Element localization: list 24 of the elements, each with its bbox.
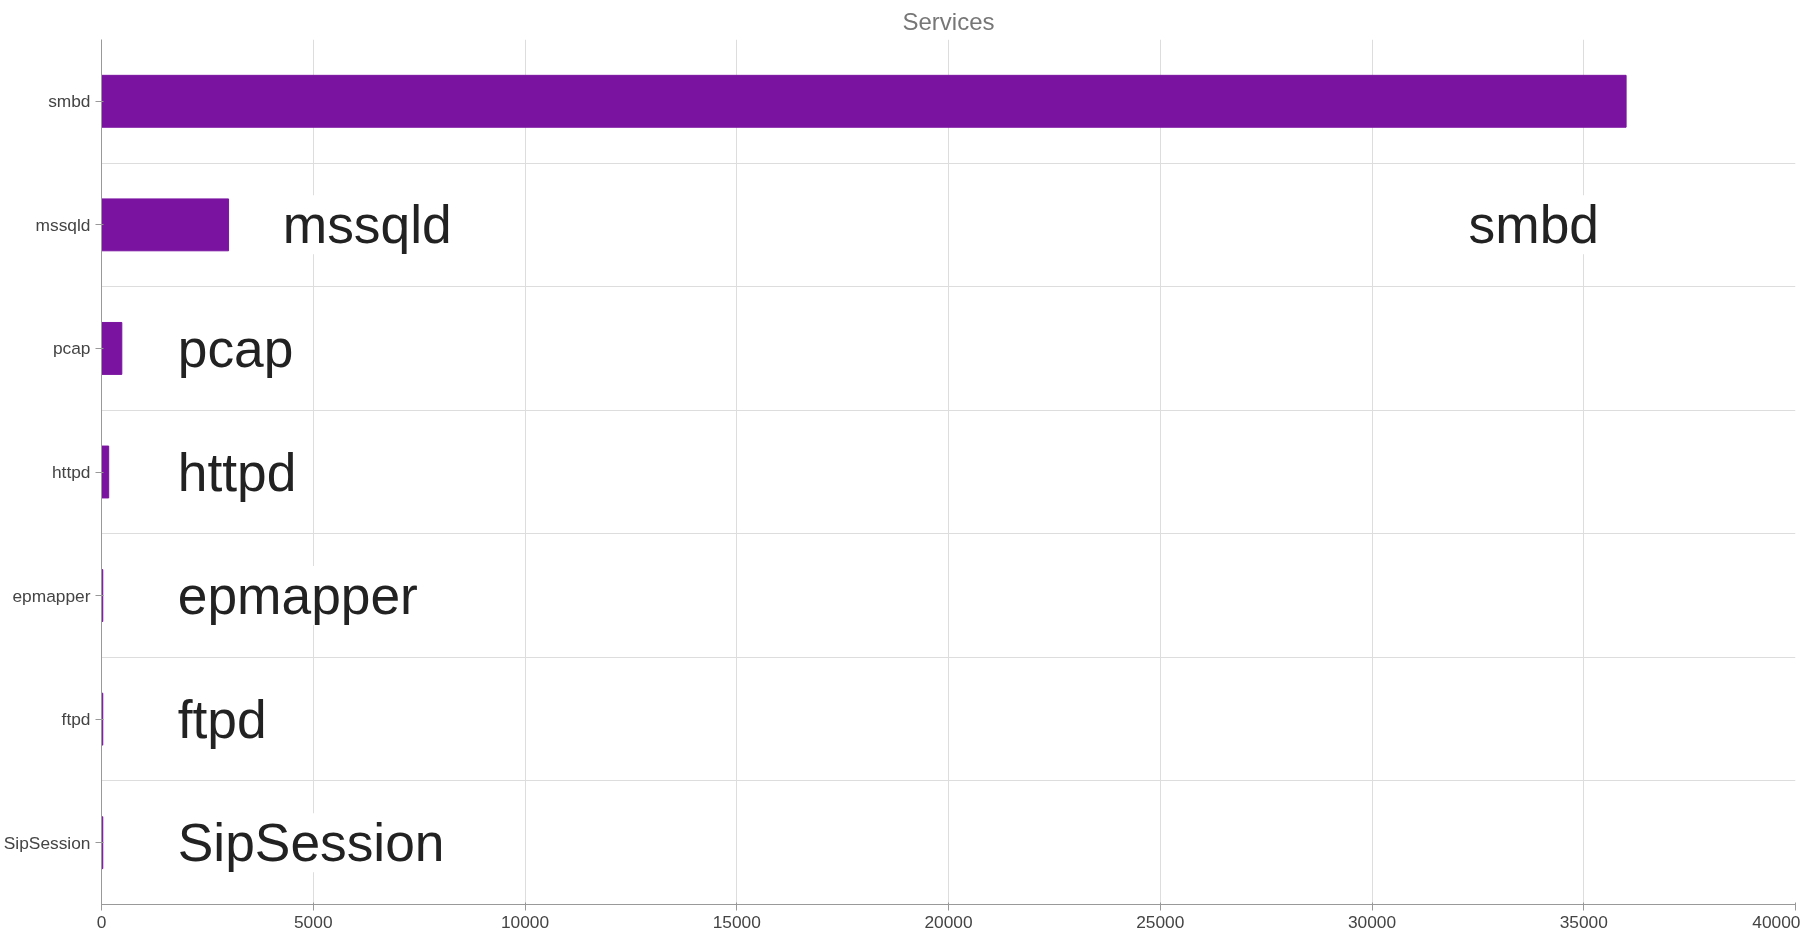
x-tick-label: 15000 (712, 911, 761, 932)
annotation: epmapper (177, 566, 418, 626)
x-tick-label: 35000 (1559, 911, 1608, 932)
x-tick-label: 10000 (500, 911, 550, 932)
annotation: SipSession (177, 813, 445, 873)
y-tick-label: epmapper (12, 585, 91, 606)
y-tick-label: mssqld (35, 214, 91, 235)
annotation: smbd (1468, 195, 1599, 255)
x-tick-label: 30000 (1347, 911, 1397, 932)
y-tick-label: smbd (48, 91, 91, 112)
x-tick-label: 0 (96, 911, 107, 932)
chart-title: Services (902, 7, 995, 35)
annotation: httpd (177, 442, 297, 502)
x-tick-label: 5000 (293, 911, 333, 932)
x-tick-label: 25000 (1136, 911, 1185, 932)
annotation: ftpd (177, 689, 267, 749)
y-tick-label: ftpd (61, 709, 91, 730)
y-tick-label: pcap (52, 338, 91, 359)
annotation: pcap (177, 318, 294, 378)
x-tick-label: 20000 (924, 911, 973, 932)
y-tick-label: httpd (51, 462, 91, 482)
annotation: mssqld (282, 195, 452, 255)
x-tick-label: 40000 (1752, 911, 1801, 932)
y-tick-label: SipSession (3, 832, 91, 853)
